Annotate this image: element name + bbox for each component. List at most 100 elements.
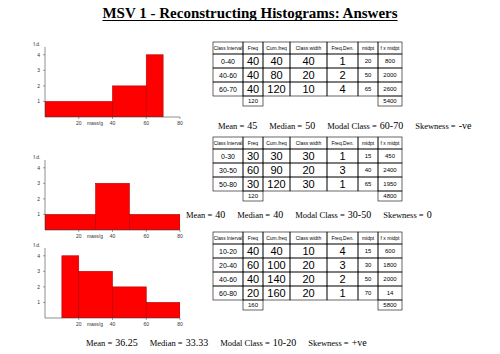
table-cell: 20 [365, 58, 372, 64]
header-cell: Class width [296, 45, 322, 51]
cell-border [243, 68, 263, 82]
table-cell: 50 [365, 72, 372, 78]
header-cell: Freq.Den. [331, 235, 353, 241]
cell-border [358, 82, 378, 96]
header-cell: Cum.freq [266, 235, 287, 241]
total-cell: 120 [248, 193, 259, 199]
y-axis-label: f.d. [34, 154, 41, 160]
stat-value: 40 [273, 209, 283, 220]
header-cell: midpt [362, 45, 375, 51]
stat-label: Skewness = [308, 338, 349, 348]
stat-value: 10-20 [273, 337, 296, 348]
y-axis [45, 47, 46, 117]
table-cell: 30 [247, 178, 259, 190]
cell-border [327, 149, 358, 163]
cell-border [290, 68, 327, 82]
cell-border [263, 232, 290, 244]
table-cell: 20-40 [219, 262, 237, 269]
cell-border [327, 272, 358, 286]
y-tick-label: 2 [37, 284, 40, 290]
bars [45, 183, 180, 230]
cell-border [358, 68, 378, 82]
x-tick [78, 117, 79, 119]
y-tick-label: 1 [37, 299, 40, 305]
cell-border [290, 163, 327, 177]
y-tick [43, 214, 45, 215]
header-cell: f x midpt [381, 45, 401, 51]
y-tick-label: 2 [37, 196, 40, 202]
bar [146, 55, 163, 117]
page: MSV 1 - Reconstructing Histograms: Answe… [0, 0, 500, 354]
table-cell: 40 [247, 245, 259, 257]
table-cell: 50-80 [219, 181, 237, 188]
bar [113, 287, 147, 318]
stat-label: Modal Class = [327, 121, 377, 131]
stat-label: Mean = [218, 121, 244, 131]
cell-border [327, 82, 358, 96]
cell-border [243, 244, 263, 258]
x-tick-label: 20 [76, 120, 82, 126]
header-cell: midpt [362, 235, 375, 241]
table-cell: 30 [247, 150, 259, 162]
table-cell: 4 [339, 83, 345, 95]
y-tick-label: 4 [37, 52, 40, 58]
y-tick-label: 1 [37, 98, 40, 104]
cell-border [243, 258, 263, 272]
table-cell: 100 [267, 259, 285, 271]
table: Class IntervalFreqCum.freqClass widthFre… [213, 42, 402, 106]
cell-border [378, 244, 402, 258]
table-cell: 70 [365, 290, 372, 296]
y-axis [45, 160, 46, 230]
cell-border [243, 191, 263, 201]
table-cell: 4 [339, 245, 345, 257]
cell-border [358, 177, 378, 191]
cell-border [358, 42, 378, 54]
cell-border [243, 163, 263, 177]
stat-value: 50 [305, 120, 315, 131]
cell-border [327, 232, 358, 244]
cell-border [290, 149, 327, 163]
stats-line: Mean =36.25Median =33.33Modal Class =10-… [86, 337, 367, 348]
cell-border [327, 177, 358, 191]
x-tick [112, 318, 113, 320]
cell-border [327, 137, 358, 149]
cell-border [378, 54, 402, 68]
bar [62, 256, 79, 318]
table-cell: 1 [339, 178, 345, 190]
cell-border [243, 272, 263, 286]
cell-border [327, 258, 358, 272]
cell-border [358, 232, 378, 244]
table-cell: 65 [365, 86, 372, 92]
table-cell: 1 [339, 287, 345, 299]
cell-border [327, 42, 358, 54]
cell-border [378, 191, 402, 201]
cell-border [243, 149, 263, 163]
x-axis-label: mass/g [87, 233, 103, 239]
table-cell: 60-80 [219, 290, 237, 297]
table-cell: 40-60 [219, 276, 237, 283]
cell-border [263, 272, 290, 286]
stat-value: 30-50 [348, 209, 371, 220]
header-cell: Freq [248, 45, 259, 51]
cell-border [378, 82, 402, 96]
table-cell: 140 [267, 273, 285, 285]
table-cell: 40 [247, 83, 259, 95]
cell-border [378, 232, 402, 244]
cell-border [243, 96, 263, 106]
table-cell: 20 [302, 273, 314, 285]
table-cell: 30 [270, 150, 282, 162]
table-cell: 1 [339, 55, 345, 67]
cell-border [213, 82, 243, 96]
stat-label: Modal Class = [220, 338, 270, 348]
table-cell: 2000 [383, 276, 397, 282]
table-cell: 40 [270, 245, 282, 257]
table-cell: 40 [247, 55, 259, 67]
x-tick [180, 318, 181, 320]
bar [79, 271, 113, 318]
x-tick [180, 117, 181, 119]
table-cell: 120 [267, 178, 285, 190]
table-cell: 20 [247, 287, 259, 299]
table-cell: 65 [365, 181, 372, 187]
y-tick-label: 3 [37, 180, 40, 186]
table-cell: 30-50 [219, 167, 237, 174]
